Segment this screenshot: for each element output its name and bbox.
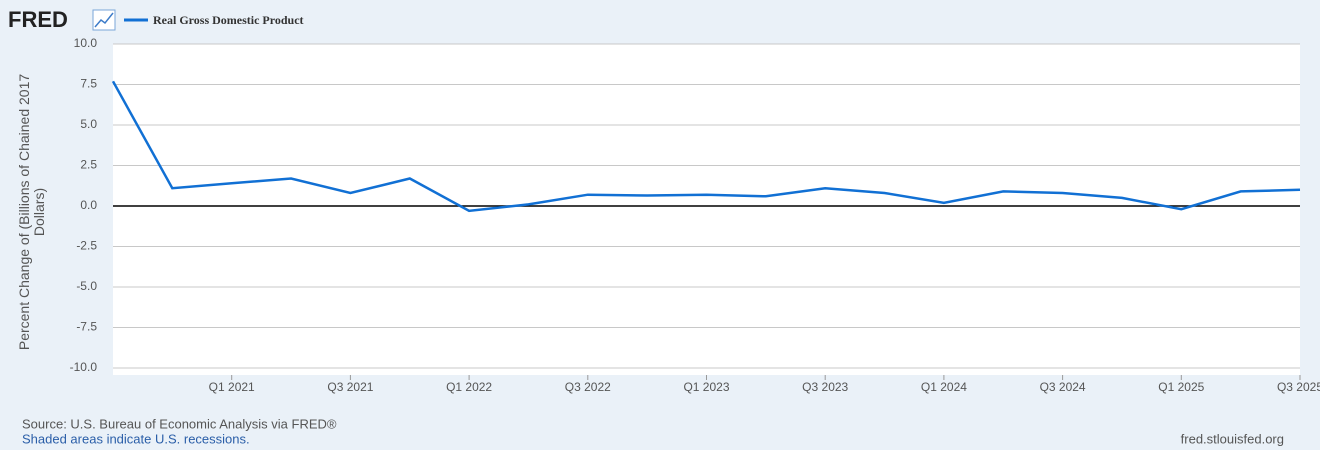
y-tick-label: -7.5 — [76, 320, 97, 334]
y-tick-label: 10.0 — [74, 36, 98, 50]
brand-logo: FRED — [8, 7, 68, 32]
data-line — [111, 80, 1301, 213]
brand-icon — [92, 9, 116, 31]
x-tick-label: Q1 2023 — [683, 380, 729, 394]
plot-area — [113, 44, 1300, 375]
legend-label: Real Gross Domestic Product — [153, 13, 304, 27]
x-tick-label: Q1 2025 — [1158, 380, 1204, 394]
y-tick-label: 0.0 — [80, 198, 97, 212]
y-tick-label: -5.0 — [76, 279, 97, 293]
x-tick-label: Q3 2023 — [802, 380, 848, 394]
site-url: fred.stlouisfed.org — [1181, 431, 1284, 446]
source-note: Source: U.S. Bureau of Economic Analysis… — [22, 416, 337, 431]
x-tick-label: Q3 2025 — [1277, 380, 1320, 394]
x-tick-label: Q1 2021 — [209, 380, 255, 394]
y-tick-label: -10.0 — [70, 360, 98, 374]
y-axis-title: Percent Change of (Billions of Chained 2… — [16, 74, 47, 351]
y-tick-label: 2.5 — [80, 158, 97, 172]
x-tick-label: Q1 2022 — [446, 380, 492, 394]
recession-note: Shaded areas indicate U.S. recessions. — [22, 431, 250, 446]
y-tick-label: -2.5 — [76, 239, 97, 253]
x-tick-label: Q3 2022 — [565, 380, 611, 394]
x-tick-label: Q3 2024 — [1040, 380, 1086, 394]
x-tick-label: Q3 2021 — [327, 380, 373, 394]
y-tick-label: 5.0 — [80, 117, 97, 131]
y-tick-label: 7.5 — [80, 77, 97, 91]
x-tick-label: Q1 2024 — [921, 380, 967, 394]
